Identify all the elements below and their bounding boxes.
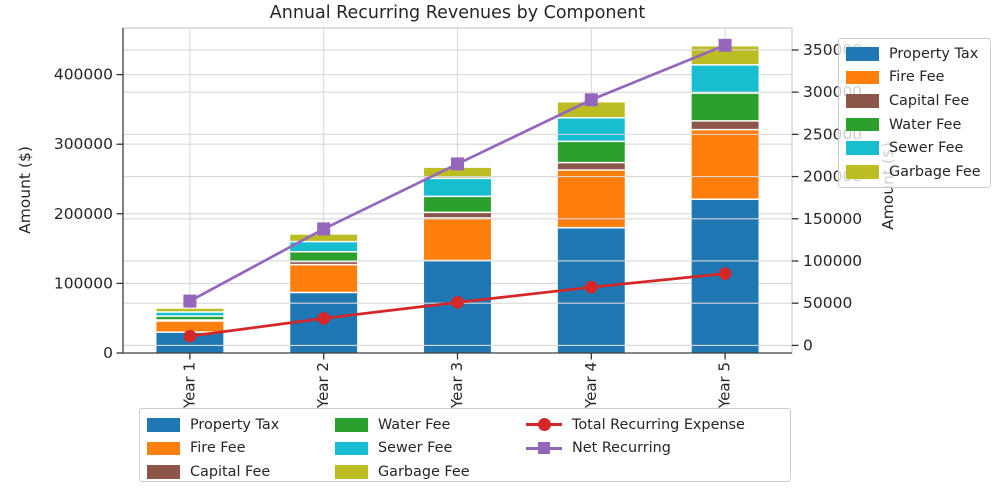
legend-label: Total Recurring Expense — [572, 416, 745, 433]
property-tax-color-swatch — [846, 47, 879, 61]
bar-segment-capital-fee — [424, 212, 491, 218]
marker-circle-total-recurring-expense — [317, 312, 331, 325]
right-tick-label: 0 — [803, 336, 813, 354]
legend-label: Property Tax — [190, 416, 280, 433]
bar-segment-capital-fee — [557, 162, 625, 170]
bar-segment-capital-fee — [691, 120, 759, 130]
square-marker-icon — [538, 442, 550, 455]
capital-fee-color-swatch — [147, 465, 180, 479]
legend-top-right: Property Tax Fire Fee Capital Fee Water Fee… — [838, 38, 991, 188]
legend-item-sewer-fee: Sewer Fee — [846, 136, 981, 160]
legend-bottom-column-1: Property Tax Fire Fee Capital Fee — [147, 413, 279, 484]
legend-bottom-column-2: Water Fee Sewer Fee Garbage Fee — [335, 413, 470, 484]
x-tick-label-year-3: Year 3 — [448, 362, 466, 409]
marker-circle-total-recurring-expense — [451, 296, 464, 309]
water-fee-color-swatch — [335, 418, 368, 432]
legend-item-garbage-fee: Garbage Fee — [335, 460, 470, 484]
legend-item-capital-fee: Capital Fee — [846, 89, 981, 113]
bar-segment-sewer-fee — [557, 117, 625, 142]
legend-item-net-recurring: Net Recurring — [526, 437, 745, 461]
left-tick-label: 300000 — [54, 135, 113, 153]
legend-label: Water Fee — [889, 116, 962, 133]
water-fee-color-swatch — [846, 117, 879, 132]
property-tax-color-swatch — [147, 418, 180, 432]
legend-item-property-tax: Property Tax — [147, 413, 279, 437]
legend-item-property-tax: Property Tax — [846, 42, 981, 66]
fire-fee-color-swatch — [846, 70, 879, 85]
garbage-fee-color-swatch — [846, 165, 879, 179]
legend-item-capital-fee: Capital Fee — [147, 460, 279, 484]
bar-segment-water-fee — [557, 141, 625, 163]
bar-segment-sewer-fee — [424, 178, 491, 197]
right-tick-label: 150000 — [803, 210, 862, 228]
bar-segment-water-fee — [156, 316, 224, 320]
bar-segment-property-tax — [156, 332, 224, 353]
marker-circle-total-recurring-expense — [183, 329, 197, 343]
total-recurring-expense-line-swatch — [526, 418, 562, 432]
bar-segment-garbage-fee — [424, 167, 491, 179]
legend-item-total-recurring-expense: Total Recurring Expense — [526, 413, 745, 437]
marker-circle-total-recurring-expense — [718, 267, 732, 280]
left-tick-label: 100000 — [54, 274, 113, 292]
bar-segment-fire-fee — [691, 129, 759, 200]
left-tick-label: 200000 — [54, 205, 113, 223]
x-tick-label-year-5: Year 5 — [716, 362, 734, 409]
marker-square-net-recurring — [183, 294, 197, 308]
bar-segment-fire-fee — [557, 169, 625, 228]
marker-circle-total-recurring-expense — [585, 280, 598, 294]
left-tick-label: 0 — [103, 344, 113, 362]
bar-segment-water-fee — [691, 93, 759, 121]
legend-label: Sewer Fee — [889, 140, 964, 157]
legend-item-fire-fee: Fire Fee — [846, 66, 981, 90]
legend-bottom-column-3: Total Recurring Expense Net Recurring — [526, 413, 745, 460]
bar-segment-fire-fee — [424, 217, 491, 261]
legend-item-water-fee: Water Fee — [335, 413, 470, 437]
bar-segment-sewer-fee — [691, 64, 759, 94]
marker-square-net-recurring — [451, 157, 464, 171]
bar-segment-sewer-fee — [156, 311, 224, 317]
legend-label: Property Tax — [889, 45, 979, 62]
fire-fee-color-swatch — [147, 441, 180, 456]
bar-segment-fire-fee — [156, 320, 224, 333]
legend-label: Capital Fee — [889, 92, 970, 109]
bar-segment-garbage-fee — [156, 308, 224, 312]
legend-label: Fire Fee — [889, 69, 945, 86]
legend-item-fire-fee: Fire Fee — [147, 437, 279, 461]
legend-item-water-fee: Water Fee — [846, 113, 981, 137]
legend-item-sewer-fee: Sewer Fee — [335, 437, 470, 461]
chart-title: Annual Recurring Revenues by Component — [269, 3, 646, 23]
x-tick-label-year-1: Year 1 — [180, 362, 198, 409]
legend-label: Net Recurring — [572, 440, 671, 457]
legend-label: Garbage Fee — [889, 163, 981, 180]
right-tick-label: 50000 — [803, 294, 852, 312]
marker-square-net-recurring — [584, 93, 598, 107]
circle-marker-icon — [537, 418, 551, 432]
legend-label: Capital Fee — [190, 463, 271, 480]
right-tick-label: 100000 — [803, 252, 862, 270]
legend-label: Garbage Fee — [378, 463, 470, 480]
sewer-fee-color-swatch — [846, 141, 879, 155]
bar-segment-garbage-fee — [290, 234, 358, 242]
legend-label: Sewer Fee — [378, 440, 453, 457]
bar-segment-sewer-fee — [290, 241, 358, 252]
bar-segment-fire-fee — [290, 264, 358, 293]
sewer-fee-color-swatch — [335, 441, 368, 456]
legend-item-garbage-fee: Garbage Fee — [846, 160, 981, 184]
x-tick-label-year-4: Year 4 — [582, 362, 600, 409]
x-tick-label-year-2: Year 2 — [314, 362, 332, 409]
left-tick-label: 400000 — [54, 66, 113, 84]
bar-segment-capital-fee — [290, 261, 358, 265]
net-recurring-line-swatch — [526, 441, 562, 455]
marker-square-net-recurring — [718, 38, 732, 52]
legend-bottom: Property Tax Fire Fee Capital Fee Water Fee… — [139, 408, 791, 482]
garbage-fee-color-swatch — [335, 465, 368, 479]
marker-square-net-recurring — [317, 222, 331, 236]
legend-label: Fire Fee — [190, 440, 246, 457]
legend-label: Water Fee — [378, 416, 451, 433]
left-axis-label: Amount ($) — [16, 146, 34, 234]
bar-segment-water-fee — [290, 251, 358, 262]
bar-segment-water-fee — [424, 196, 491, 213]
capital-fee-color-swatch — [846, 94, 879, 108]
